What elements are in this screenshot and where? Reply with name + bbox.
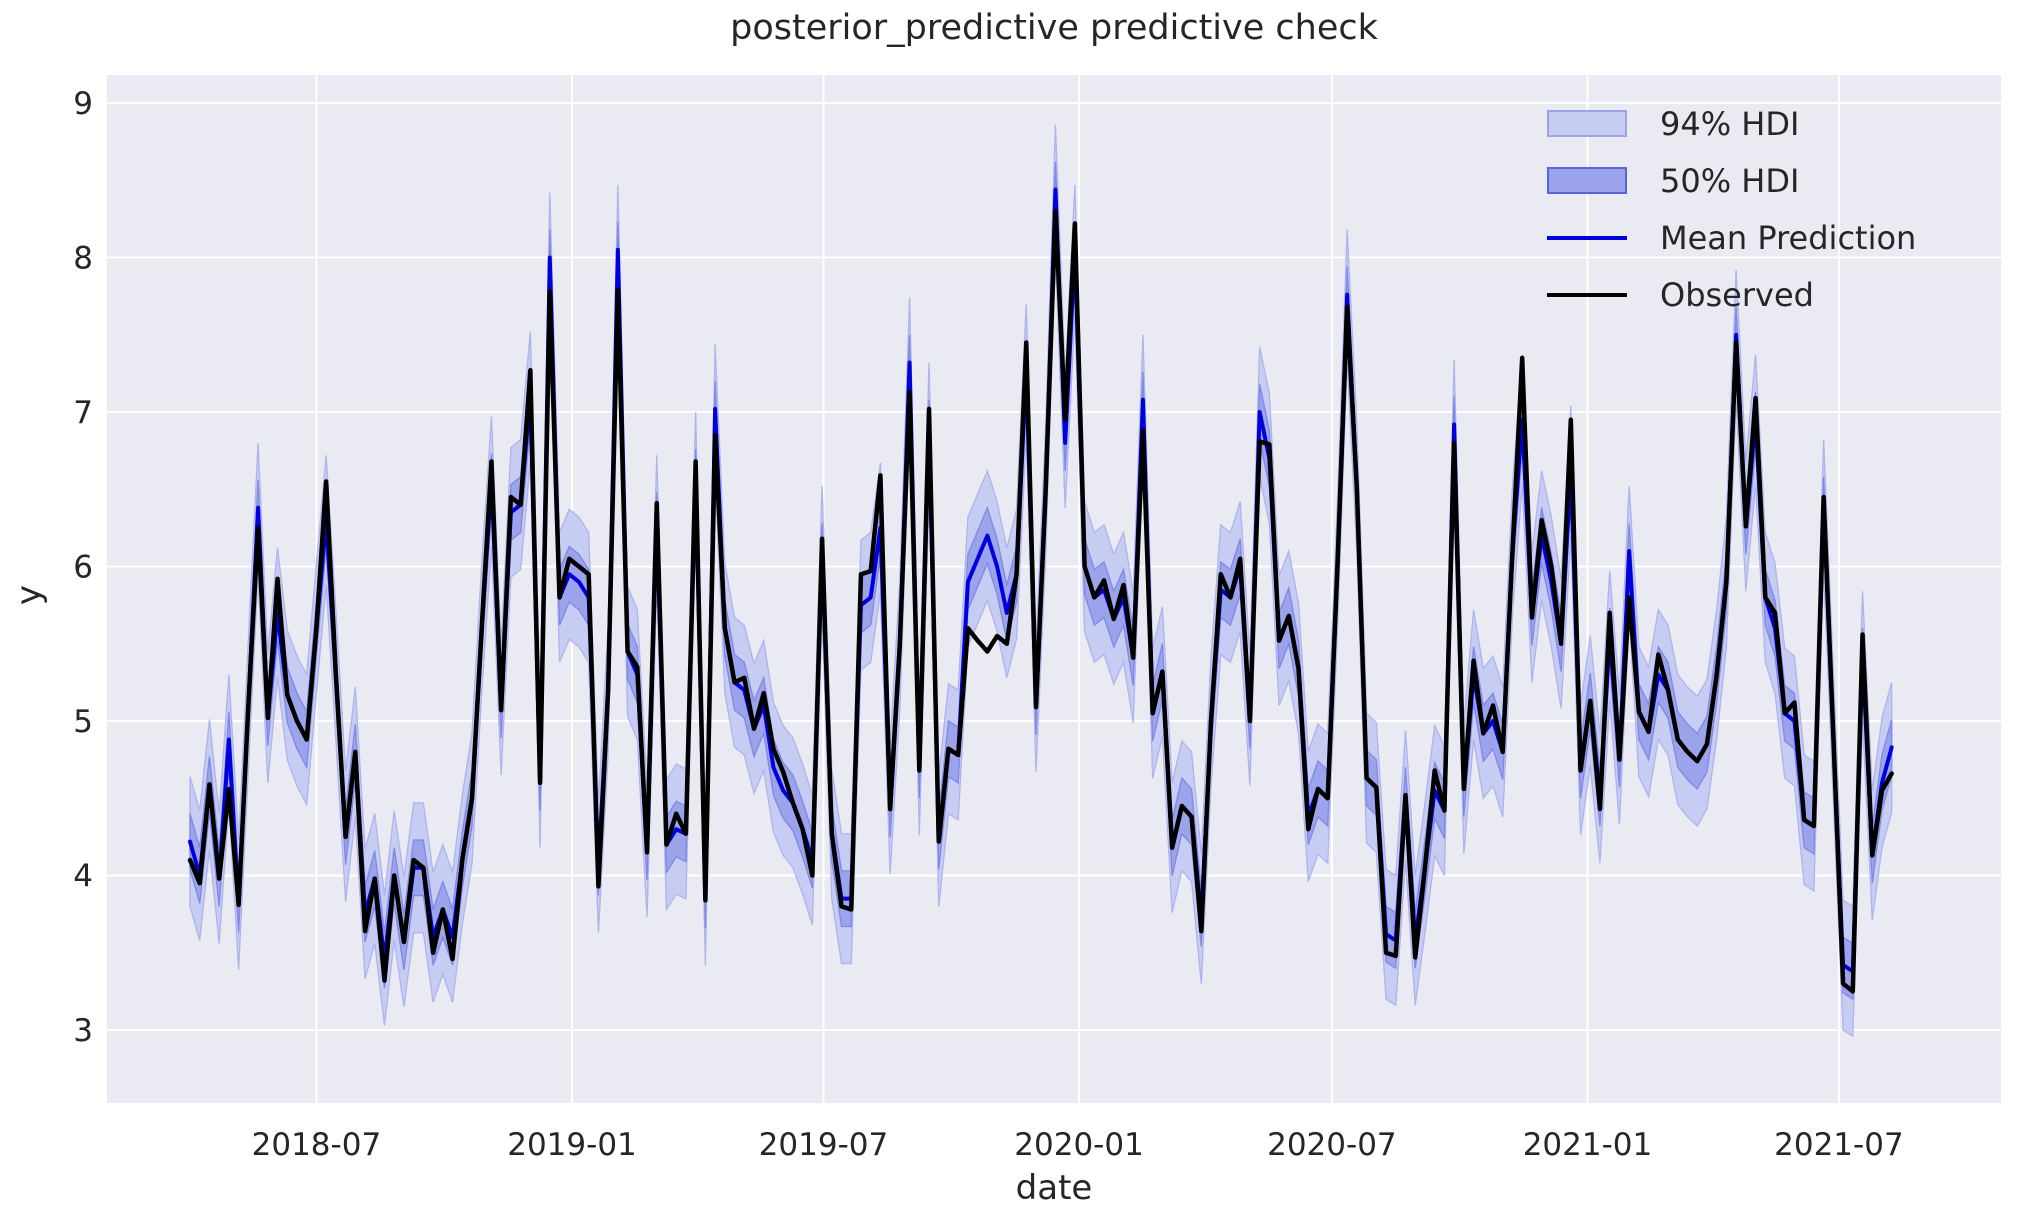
x-tick-label: 2019-07 [759, 1127, 889, 1163]
legend-item-observed: Observed [1547, 266, 1916, 323]
y-tick-label: 6 [73, 550, 93, 586]
y-tick-labels: 3 4 5 6 7 8 9 [73, 86, 93, 1049]
x-tick-label: 2019-01 [507, 1127, 637, 1163]
x-axis-label: date [1015, 1168, 1093, 1208]
legend-item-mean-prediction: Mean Prediction [1547, 209, 1916, 266]
x-tick-label: 2020-07 [1267, 1127, 1397, 1163]
x-tick-label: 2021-01 [1523, 1127, 1653, 1163]
legend-item-50-hdi: 50% HDI [1547, 152, 1916, 209]
y-tick-label: 9 [73, 86, 93, 122]
observed-line-swatch-icon [1547, 292, 1627, 297]
observed-line [187, 208, 1894, 994]
hdi-50-swatch-icon [1547, 167, 1627, 194]
legend-label: Mean Prediction [1660, 218, 1917, 257]
y-axis-label: y [9, 584, 49, 606]
y-tick-label: 4 [73, 859, 93, 895]
legend: 94% HDI 50% HDI Mean Prediction Observed [1547, 95, 1916, 323]
x-tick-label: 2021-07 [1774, 1127, 1904, 1163]
x-tick-label: 2020-01 [1014, 1127, 1144, 1163]
x-tick-labels: 2018-07 2019-01 2019-07 2020-01 2020-07 2021-… [252, 1127, 1904, 1163]
legend-label: Observed [1660, 275, 1814, 314]
y-tick-label: 7 [73, 395, 93, 431]
y-tick-label: 3 [73, 1013, 93, 1049]
x-tick-label: 2018-07 [252, 1127, 382, 1163]
legend-item-94-hdi: 94% HDI [1547, 95, 1916, 152]
y-tick-label: 8 [73, 241, 93, 277]
legend-label: 94% HDI [1660, 104, 1800, 143]
legend-label: 50% HDI [1660, 161, 1800, 200]
y-tick-label: 5 [73, 704, 93, 740]
hdi-94-swatch-icon [1547, 110, 1627, 137]
plot-title: posterior_predictive predictive check [730, 8, 1378, 48]
mean-line-swatch-icon [1547, 235, 1627, 240]
